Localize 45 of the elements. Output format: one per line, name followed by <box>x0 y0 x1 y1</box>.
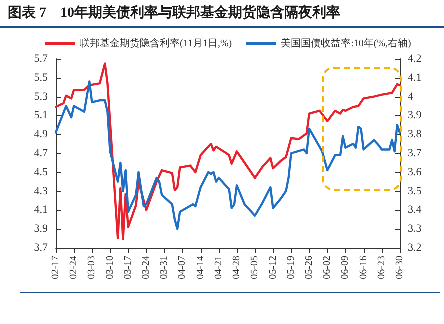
y2-tick-label: 4.1 <box>408 72 422 84</box>
legend-label: 美国国债收益率:10年(%,右轴) <box>281 38 412 50</box>
x-tick-label: 06-02 <box>322 256 334 280</box>
y2-tick-label: 4 <box>408 90 414 103</box>
y2-tick-label: 3.8 <box>408 128 422 141</box>
legend-label: 联邦基金期货隐含利率(11月1日,%) <box>80 38 232 50</box>
x-tick-label: 06-09 <box>340 256 352 280</box>
x-tick-label: 03-03 <box>86 256 98 280</box>
y-tick-label: 5.3 <box>34 90 48 103</box>
x-tick-label: 03-10 <box>104 256 116 280</box>
x-tick-label: 04-28 <box>232 256 243 280</box>
y2-tick-label: 3.2 <box>408 242 422 254</box>
y2-tick-label: 3.3 <box>408 223 422 236</box>
x-tick-label: 02-24 <box>68 256 80 280</box>
x-tick-label: 02-17 <box>50 256 62 280</box>
y-tick-label: 5.5 <box>34 72 48 84</box>
y2-tick-label: 4.2 <box>408 53 422 65</box>
x-tick-label: 03-31 <box>159 256 170 280</box>
y-tick-label: 4.5 <box>34 166 48 178</box>
y2-tick-label: 3.9 <box>408 110 422 122</box>
x-tick-label: 04-14 <box>195 256 206 280</box>
x-tick-label: 06-30 <box>394 256 406 280</box>
x-tick-label: 05-26 <box>304 256 315 280</box>
y2-tick-label: 3.7 <box>408 148 422 160</box>
y2-tick-label: 3.6 <box>408 166 422 178</box>
y-tick-label: 3.9 <box>34 223 48 236</box>
x-tick-label: 06-23 <box>376 256 388 280</box>
x-tick-label: 04-07 <box>177 256 188 280</box>
x-tick-label: 06-16 <box>358 256 370 280</box>
chart-title: 图表 7 10年期美债利率与联邦基金期货隐含隔夜利率 <box>8 4 340 22</box>
x-tick-label: 05-05 <box>250 256 261 280</box>
x-tick-label: 03-24 <box>141 256 152 280</box>
y-tick-label: 4.9 <box>34 128 48 141</box>
x-tick-label: 05-12 <box>268 256 279 280</box>
y-tick-label: 4.7 <box>34 148 48 160</box>
y2-tick-label: 3.4 <box>408 204 422 216</box>
y-tick-label: 5.1 <box>34 110 48 122</box>
y-tick-label: 3.7 <box>34 242 48 254</box>
x-tick-label: 05-19 <box>286 256 297 280</box>
y-tick-label: 5.7 <box>34 53 48 65</box>
x-tick-label: 03-17 <box>122 256 134 280</box>
y2-tick-label: 3.5 <box>408 185 422 198</box>
y-tick-label: 4.3 <box>34 185 48 198</box>
y-tick-label: 4.1 <box>34 204 48 216</box>
x-tick-label: 04-21 <box>213 256 224 280</box>
